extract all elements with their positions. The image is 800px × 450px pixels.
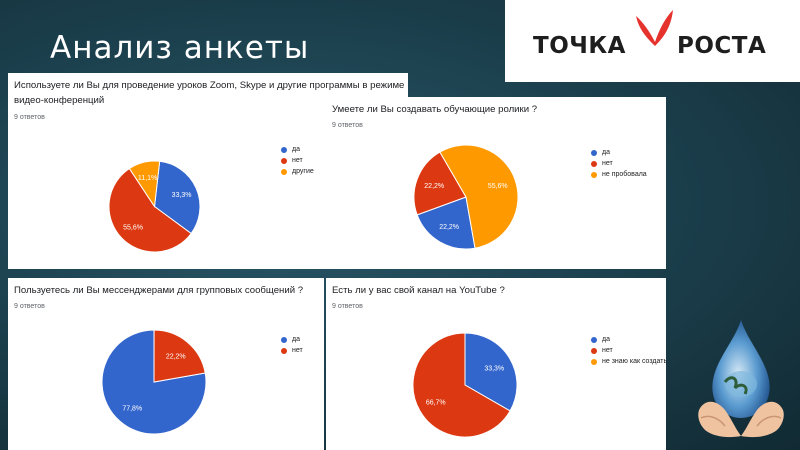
legend-item-1: нет xyxy=(591,158,647,169)
slice-label-0: 33,3% xyxy=(172,192,192,199)
pie-chart: 22,2% 22,2% 55,6% xyxy=(413,144,519,250)
slice-label-2: 11,1% xyxy=(138,175,157,182)
pie-slice-1 xyxy=(153,329,206,383)
legend-dot-icon xyxy=(591,149,597,156)
legend-dot-icon xyxy=(281,347,287,354)
chart-title: Есть ли у вас свой канал на YouTube ? xyxy=(332,285,505,296)
legend-item-1: нет xyxy=(591,345,667,356)
slice-label-1: 22,2% xyxy=(424,183,444,190)
legend-dot-icon xyxy=(591,358,597,365)
legend-item-2: не пробовала xyxy=(591,169,647,180)
slice-label-1: 55,6% xyxy=(123,224,143,231)
legend-label: не знаю как создать xyxy=(602,358,668,365)
slice-label-0: 22,2% xyxy=(439,224,459,231)
legend-item-0: да xyxy=(281,144,314,155)
chart-legend: да нет xyxy=(281,334,303,356)
logo-right-text: РОСТА xyxy=(677,33,767,59)
pie-slice-2 xyxy=(128,160,161,208)
chart-legend: да нет не пробовала xyxy=(591,147,647,180)
legend-item-2: не знаю как создать xyxy=(591,356,667,367)
pie-slice-0 xyxy=(464,332,518,412)
response-count: 9 ответов xyxy=(332,122,363,129)
legend-label: нет xyxy=(292,347,303,354)
pie-slice-0 xyxy=(153,160,201,235)
chart-card-youtube: Есть ли у вас свой канал на YouTube ? 9 … xyxy=(326,278,667,450)
legend-label: да xyxy=(602,149,610,156)
chart-legend: да нет другие xyxy=(281,144,314,177)
slice-label-1: 66,7% xyxy=(426,399,446,406)
chart-title: Умеете ли Вы создавать обучающие ролики … xyxy=(332,104,538,115)
chart-title: Используете ли Вы для проведение уроков … xyxy=(14,80,405,106)
legend-item-0: да xyxy=(591,147,647,158)
legend-label: нет xyxy=(602,160,613,167)
chart-title: Пользуетесь ли Вы мессенджерами для груп… xyxy=(14,285,304,296)
pie-chart: 33,3% 55,6% 11,1% xyxy=(103,160,206,253)
chart-card-videos: Умеете ли Вы создавать обучающие ролики … xyxy=(326,97,666,269)
legend-label: нет xyxy=(292,157,303,164)
legend-dot-icon xyxy=(281,336,287,343)
legend-item-1: нет xyxy=(281,345,303,356)
legend-dot-icon xyxy=(281,168,287,175)
chart-card-messengers: Пользуетесь ли Вы мессенджерами для груп… xyxy=(8,278,324,450)
legend-label: да xyxy=(602,336,610,343)
legend-label: нет xyxy=(602,347,613,354)
legend-dot-icon xyxy=(591,336,597,343)
legend-dot-icon xyxy=(591,347,597,354)
slice-label-1: 22,2% xyxy=(166,354,186,361)
legend-item-2: другие xyxy=(281,166,314,177)
tochka-rosta-logo: ТОЧКА РОСТА xyxy=(505,0,800,82)
logo-left-text: ТОЧКА xyxy=(533,33,626,59)
pie-slice-2 xyxy=(439,144,519,249)
legend-dot-icon xyxy=(591,160,597,167)
slice-label-0: 33,3% xyxy=(484,366,504,373)
legend-item-1: нет xyxy=(281,155,314,166)
legend-dot-icon xyxy=(281,146,287,153)
slide-title: Анализ анкеты xyxy=(50,30,310,66)
legend-label: не пробовала xyxy=(602,171,647,178)
water-drop-hands-icon xyxy=(698,320,784,438)
pie-slice-1 xyxy=(108,167,192,253)
pie-chart: 33,3% 66,7% xyxy=(412,332,518,438)
response-count: 9 ответов xyxy=(14,303,45,310)
pie-chart: 77,8% 22,2% xyxy=(101,329,207,435)
response-count: 9 ответов xyxy=(332,303,363,310)
legend-item-0: да xyxy=(591,334,667,345)
pie-slice-1 xyxy=(412,332,511,438)
legend-label: да xyxy=(292,336,300,343)
legend-dot-icon xyxy=(591,171,597,178)
response-count: 9 ответов xyxy=(14,114,45,121)
chart-legend: да нет не знаю как создать xyxy=(591,334,667,367)
slice-label-0: 77,8% xyxy=(122,405,142,412)
legend-label: да xyxy=(292,146,300,153)
legend-item-0: да xyxy=(281,334,303,345)
legend-dot-icon xyxy=(281,157,287,164)
slice-label-2: 55,6% xyxy=(488,183,508,190)
pie-slice-1 xyxy=(413,151,467,216)
legend-label: другие xyxy=(292,168,314,175)
logo-mark-icon xyxy=(636,10,673,78)
